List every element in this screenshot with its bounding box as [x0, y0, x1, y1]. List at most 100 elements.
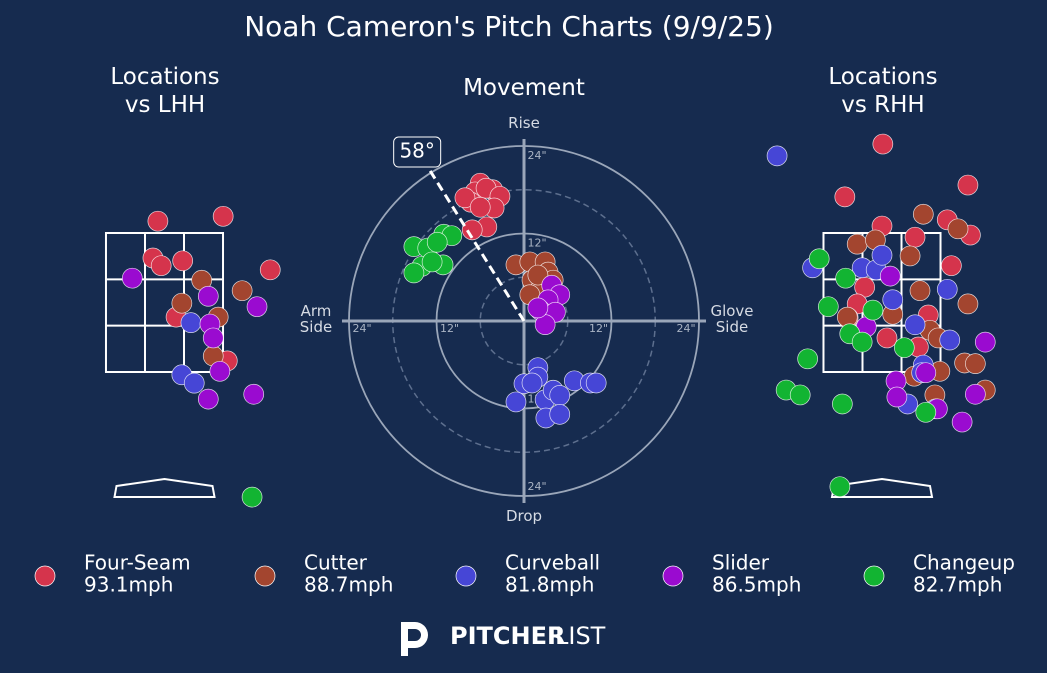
pitch-point	[974, 331, 996, 353]
pitch-point	[871, 244, 893, 266]
pitch-point	[171, 292, 193, 314]
pitch-point	[876, 327, 898, 349]
pitch-point	[965, 383, 986, 405]
pitch-point	[829, 476, 851, 498]
location-panel	[766, 133, 996, 498]
pitch-point	[817, 296, 839, 318]
legend-marker	[34, 565, 56, 587]
pitch-point	[904, 314, 926, 336]
pitch-point	[915, 362, 937, 384]
pitch-point	[851, 331, 873, 353]
pitch-point	[426, 231, 448, 253]
arm-angle-label: 58°	[399, 139, 434, 163]
legend-label: Curveball	[505, 551, 600, 575]
logo: PITCHER LIST	[401, 622, 606, 656]
panel-title: Locations vs RHH	[828, 64, 938, 118]
pitch-point	[197, 285, 219, 307]
axis-label: Drop	[506, 507, 542, 525]
y-tick-label: 24"	[527, 480, 546, 493]
strike-zone	[104, 232, 225, 373]
pitch-point	[957, 174, 979, 196]
pitch-point	[899, 245, 921, 267]
pitch-point	[147, 210, 169, 232]
legend-label: Four-Seam	[84, 551, 191, 575]
arm-angle-box	[393, 136, 442, 168]
pitch-point	[183, 372, 205, 394]
pitch-point	[893, 337, 915, 359]
pitch-point	[259, 259, 281, 281]
pitch-point	[834, 186, 856, 208]
pitch-point	[549, 403, 571, 425]
pitch-point	[209, 360, 231, 382]
pitch-point	[121, 267, 143, 289]
pitch-point	[835, 267, 856, 289]
pitch-point	[585, 372, 607, 394]
pitch-point	[936, 278, 958, 300]
legend-marker	[254, 565, 276, 587]
pitch-point	[846, 233, 868, 255]
y-tick-label: 24"	[527, 149, 546, 162]
pitch-point	[403, 262, 425, 284]
legend-velocity: 93.1mph	[84, 573, 173, 597]
pitch-point	[202, 327, 224, 349]
chart-title: Noah Cameron's Pitch Charts (9/9/25)	[244, 10, 774, 43]
x-tick-label: 24"	[352, 322, 371, 335]
pitch-point	[212, 205, 234, 227]
panel-title: Movement	[463, 75, 585, 101]
pitch-point	[879, 265, 901, 287]
y-tick-label: 12"	[527, 236, 546, 249]
pitch-point	[521, 372, 543, 394]
pitch-point	[197, 388, 219, 410]
pitch-point	[939, 329, 961, 351]
pitch-point	[246, 296, 268, 318]
pitch-point	[469, 196, 491, 218]
pitch-point	[872, 133, 894, 155]
pitch-point	[150, 255, 172, 277]
pitch-point	[882, 289, 904, 311]
legend-label: Cutter	[304, 551, 368, 575]
pitch-point	[797, 348, 818, 370]
panel-title: Locations vs LHH	[110, 64, 220, 118]
logo-icon	[401, 622, 428, 656]
x-tick-label: 24"	[676, 322, 695, 335]
x-tick-label: 12"	[440, 322, 459, 335]
pitch-point	[766, 145, 788, 167]
pitch-point	[965, 353, 986, 375]
legend-marker	[455, 565, 477, 587]
logo-light: LIST	[555, 622, 606, 650]
legend-marker	[863, 565, 885, 587]
pitch-point	[904, 226, 926, 248]
pitch-point	[461, 219, 483, 241]
axis-label: Rise	[508, 114, 540, 132]
legend-velocity: 88.7mph	[304, 573, 393, 597]
legend-label: Changeup	[913, 551, 1015, 575]
pitch-point	[951, 411, 973, 433]
legend-velocity: 86.5mph	[712, 573, 801, 597]
pitch-point	[909, 280, 931, 302]
x-tick-label: 12"	[589, 322, 608, 335]
pitch-point	[808, 248, 830, 270]
location-panel	[104, 205, 281, 508]
pitch-point	[241, 486, 263, 508]
pitch-point	[947, 218, 969, 240]
arm-angle-line	[428, 169, 526, 322]
legend-label: Slider	[712, 551, 770, 575]
pitch-point	[915, 401, 937, 423]
pitch-point	[231, 280, 253, 302]
pitch-point	[180, 312, 202, 334]
pitch-point	[941, 255, 962, 277]
pitch-point	[454, 187, 476, 209]
logo-bold: PITCHER	[450, 622, 565, 650]
pitch-point	[886, 386, 908, 408]
pitch-point	[421, 251, 443, 273]
axis-label: Arm Side	[299, 302, 333, 336]
pitch-point	[831, 393, 853, 415]
